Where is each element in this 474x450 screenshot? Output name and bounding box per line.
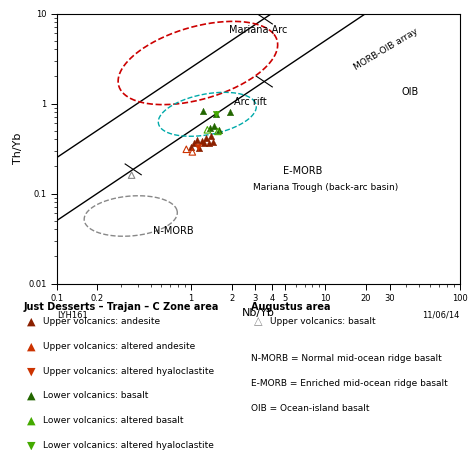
- Text: Upper volcanics: altered andesite: Upper volcanics: altered andesite: [43, 342, 195, 351]
- Point: [207, 133, 215, 140]
- Text: Arc rift: Arc rift: [235, 97, 267, 107]
- Text: ▲: ▲: [27, 317, 35, 327]
- Text: Lower volcanics: basalt: Lower volcanics: basalt: [43, 392, 148, 400]
- Text: OIB: OIB: [402, 87, 419, 97]
- Point: [194, 143, 201, 150]
- Point: [182, 146, 190, 153]
- Text: Mariana Trough (back-arc basin): Mariana Trough (back-arc basin): [253, 183, 399, 192]
- Text: E-MORB: E-MORB: [283, 166, 322, 176]
- Y-axis label: Th/Yb: Th/Yb: [12, 133, 23, 164]
- Text: ▲: ▲: [27, 391, 35, 401]
- Text: N-MORB: N-MORB: [153, 226, 194, 236]
- Point: [128, 171, 136, 179]
- Point: [189, 148, 196, 156]
- Text: OIB = Ocean-island basalt: OIB = Ocean-island basalt: [251, 404, 370, 413]
- Text: LYH161: LYH161: [57, 310, 88, 320]
- Text: Upper volcanics: basalt: Upper volcanics: basalt: [270, 317, 376, 326]
- Point: [214, 128, 222, 135]
- Point: [201, 140, 208, 147]
- Point: [212, 111, 219, 118]
- Text: 11/06/14: 11/06/14: [422, 310, 460, 320]
- Point: [190, 140, 198, 147]
- X-axis label: Nb/Yb: Nb/Yb: [242, 308, 275, 319]
- Text: Mariana Arc: Mariana Arc: [228, 25, 287, 35]
- Point: [199, 108, 207, 115]
- Point: [206, 125, 214, 132]
- Text: △: △: [254, 317, 263, 327]
- Point: [203, 126, 211, 133]
- Text: Lower volcanics: altered basalt: Lower volcanics: altered basalt: [43, 416, 183, 425]
- Point: [210, 122, 218, 130]
- Point: [203, 135, 210, 142]
- Point: [209, 139, 217, 146]
- Text: E-MORB = Enriched mid-ocean ridge basalt: E-MORB = Enriched mid-ocean ridge basalt: [251, 379, 448, 388]
- Point: [205, 140, 212, 147]
- Text: ▼: ▼: [27, 441, 35, 450]
- Text: ▲: ▲: [27, 342, 35, 351]
- Point: [196, 144, 203, 152]
- Text: Lower volcanics: altered hyaloclastite: Lower volcanics: altered hyaloclastite: [43, 441, 213, 450]
- Text: N-MORB = Normal mid-ocean ridge basalt: N-MORB = Normal mid-ocean ridge basalt: [251, 355, 442, 364]
- Text: MORB-OIB array: MORB-OIB array: [352, 27, 419, 72]
- Text: Just Desserts – Trajan – C Zone area: Just Desserts – Trajan – C Zone area: [24, 302, 219, 311]
- Point: [227, 108, 234, 115]
- Point: [187, 143, 195, 150]
- Point: [216, 126, 223, 133]
- Text: Augustus area: Augustus area: [251, 302, 331, 311]
- Point: [212, 111, 219, 118]
- Text: Upper volcanics: andesite: Upper volcanics: andesite: [43, 317, 160, 326]
- Text: ▼: ▼: [27, 366, 35, 376]
- Point: [198, 138, 206, 145]
- Text: Upper volcanics: altered hyaloclastite: Upper volcanics: altered hyaloclastite: [43, 367, 214, 376]
- Text: ▲: ▲: [27, 416, 35, 426]
- Point: [193, 137, 201, 144]
